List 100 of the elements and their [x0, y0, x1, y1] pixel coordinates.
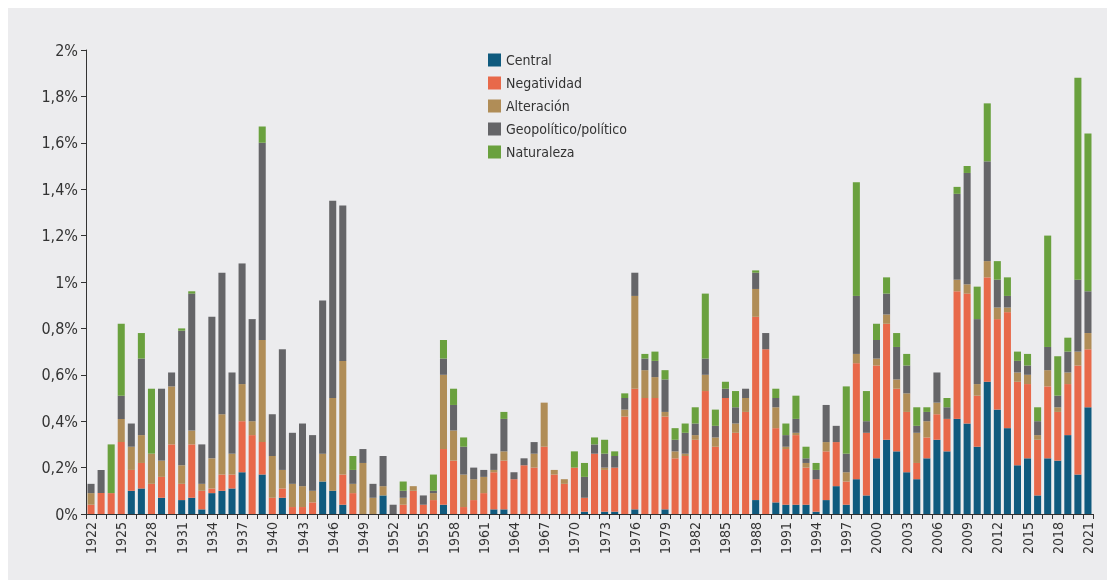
x-tick-label: 1967 — [536, 522, 553, 555]
bar — [1003, 312, 1011, 429]
bar — [480, 476, 488, 494]
bar — [782, 449, 790, 505]
bar — [721, 398, 729, 514]
bar — [1084, 349, 1092, 408]
x-tick-label: 2021 — [1079, 522, 1096, 555]
bar — [631, 272, 639, 296]
bar — [913, 425, 921, 433]
bar — [1034, 495, 1042, 514]
bar — [822, 500, 830, 514]
bar — [490, 472, 498, 510]
x-tick-label: 2018 — [1049, 522, 1066, 555]
bar — [591, 453, 599, 514]
bar — [1064, 337, 1072, 352]
x-tick-label: 1952 — [385, 522, 402, 555]
bar — [349, 493, 357, 514]
bar — [309, 435, 317, 491]
bar — [1044, 386, 1052, 459]
bar — [651, 351, 659, 361]
bar — [1074, 77, 1082, 280]
bar — [258, 126, 266, 143]
bar — [379, 486, 387, 496]
bar — [278, 349, 286, 470]
bar — [268, 414, 276, 456]
bar — [983, 161, 991, 262]
bar — [721, 381, 729, 389]
bar — [1044, 370, 1052, 387]
bar — [611, 467, 619, 512]
bar — [580, 497, 588, 512]
bar — [369, 483, 377, 498]
bar — [429, 500, 437, 514]
bar — [298, 507, 307, 514]
bar — [963, 172, 971, 285]
x-tick-label: 2012 — [989, 522, 1006, 555]
bar — [198, 509, 206, 514]
bar — [701, 358, 709, 375]
bar — [490, 509, 498, 514]
bar — [601, 453, 609, 468]
bar — [117, 323, 125, 396]
bar — [439, 504, 448, 514]
x-tick-label: 1937 — [234, 522, 251, 555]
bar — [107, 493, 115, 514]
bar — [238, 263, 246, 385]
bar — [893, 333, 901, 347]
bar — [913, 479, 921, 514]
bar — [641, 370, 649, 398]
bar — [137, 488, 145, 514]
y-tick-label: 1% — [55, 272, 78, 292]
bar — [913, 407, 921, 426]
bar — [933, 372, 941, 403]
bar — [872, 323, 881, 340]
bar — [903, 365, 911, 394]
bar — [248, 435, 256, 514]
bar — [601, 469, 609, 512]
bar — [530, 442, 538, 454]
bar — [631, 295, 639, 389]
bar — [1054, 407, 1062, 412]
bar — [832, 486, 840, 514]
bar — [288, 507, 296, 514]
bar — [883, 314, 891, 324]
x-tick-label: 1943 — [294, 522, 311, 555]
bar — [1044, 458, 1052, 514]
bar — [591, 444, 599, 454]
bar — [661, 411, 669, 417]
bar — [460, 474, 468, 508]
bar — [812, 479, 820, 512]
bar — [842, 386, 850, 454]
bar — [611, 456, 619, 468]
bar — [439, 340, 448, 359]
bar — [983, 103, 991, 162]
bar — [933, 414, 941, 440]
y-tick-label: 0,2% — [41, 458, 78, 478]
bar — [1024, 384, 1032, 459]
bar — [359, 449, 367, 463]
x-tick-label: 1985 — [717, 522, 734, 555]
bar — [238, 472, 246, 514]
bar — [87, 504, 95, 514]
bar — [862, 495, 870, 514]
bar — [1084, 133, 1092, 292]
bar — [742, 398, 750, 412]
bar — [621, 393, 629, 398]
bar — [258, 442, 266, 475]
bar — [681, 432, 689, 454]
bar — [872, 358, 881, 366]
bar — [822, 442, 830, 452]
bar — [782, 435, 790, 447]
bar — [762, 349, 770, 514]
bar — [802, 446, 810, 459]
bar — [883, 323, 891, 440]
bar — [178, 465, 186, 484]
y-tick-label: 2% — [55, 40, 78, 60]
y-tick-label: 0% — [55, 504, 78, 524]
bar — [570, 467, 578, 514]
bar — [1074, 351, 1082, 366]
bar — [349, 483, 357, 494]
bar — [1054, 356, 1062, 396]
bar — [339, 360, 347, 475]
bar — [772, 398, 780, 408]
bar — [480, 493, 488, 514]
